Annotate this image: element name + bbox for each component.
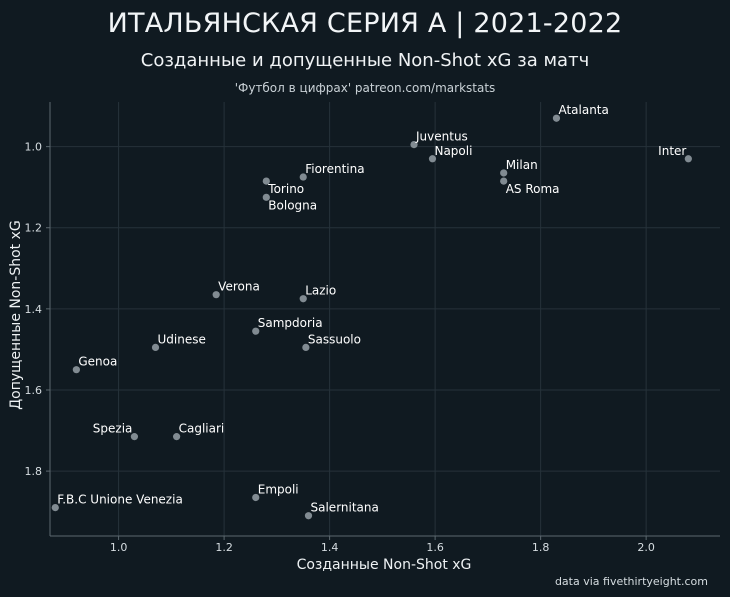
point-spezia [130, 433, 139, 441]
point-empoli [252, 493, 260, 502]
point-label-sassuolo: Sassuolo [308, 332, 361, 346]
chart-title: ИТАЛЬЯНСКАЯ СЕРИЯ А | 2021-2022 [107, 8, 623, 39]
point-cagliari [173, 433, 181, 441]
point-label-bologna: Bologna [268, 198, 317, 212]
point-atalanta [552, 114, 561, 122]
point-inter [684, 155, 692, 163]
x-tick-label: 1.8 [532, 541, 550, 554]
point-label-verona: Verona [218, 280, 260, 294]
point-label-f-b-c-unione-venezia: F.B.C Unione Venezia [57, 493, 183, 507]
x-tick-label: 1.2 [215, 541, 233, 554]
point-label-as-roma: AS Roma [506, 182, 560, 196]
point-label-torino: Torino [267, 182, 304, 196]
point-label-udinese: Udinese [158, 332, 206, 346]
point-bologna [262, 193, 270, 201]
y-axis-title: Допущенные Non-Shot xG [8, 220, 24, 410]
point-lazio [299, 295, 307, 303]
point-label-empoli: Empoli [258, 482, 299, 496]
y-tick-label: 1.6 [25, 384, 43, 397]
point-label-cagliari: Cagliari [179, 422, 225, 436]
point-label-atalanta: Atalanta [558, 103, 608, 117]
y-tick-label: 1.8 [25, 465, 43, 478]
point-juventus [410, 140, 418, 149]
point-label-salernitana: Salernitana [311, 501, 379, 515]
point-torino [262, 177, 270, 185]
point-milan [500, 169, 508, 177]
point-salernitana [304, 512, 313, 520]
point-sassuolo [302, 343, 310, 351]
y-tick-label: 1.4 [25, 303, 43, 316]
point-label-genoa: Genoa [78, 355, 117, 369]
y-tick-label: 1.2 [25, 222, 43, 235]
point-sampdoria [252, 327, 260, 335]
point-label-fiorentina: Fiorentina [305, 162, 364, 176]
point-label-juventus: Juventus [415, 130, 468, 144]
point-label-inter: Inter [658, 144, 686, 158]
x-tick-label: 1.6 [426, 541, 444, 554]
data-source-note: data via fivethirtyeight.com [554, 575, 708, 588]
grid-layer [50, 102, 720, 536]
point-label-lazio: Lazio [305, 284, 336, 298]
chart-subtitle: Созданные и допущенные Non-Shot xG за ма… [140, 50, 590, 71]
x-tick-label: 1.0 [110, 541, 128, 554]
point-as-roma [500, 177, 508, 185]
point-verona [212, 291, 220, 299]
point-label-spezia: Spezia [93, 422, 133, 436]
point-f-b-c-unione-venezia [51, 504, 59, 512]
chart-caption: 'Футбол в цифрах' patreon.com/markstats [234, 81, 496, 95]
point-label-napoli: Napoli [434, 144, 472, 158]
axis-layer: 1.0 1.2 1.4 1.6 1.8 2.0 1.0 1.2 1.4 1.6 1.8 [25, 102, 720, 554]
point-genoa [72, 366, 80, 374]
x-tick-label: 1.4 [321, 541, 339, 554]
point-label-sampdoria: Sampdoria [258, 316, 323, 330]
x-tick-label: 2.0 [637, 541, 655, 554]
x-axis-title: Созданные Non-Shot xG [297, 557, 472, 573]
point-fiorentina [299, 173, 307, 181]
point-udinese [151, 343, 160, 351]
point-napoli [428, 155, 437, 163]
y-tick-label: 1.0 [25, 141, 43, 154]
point-label-milan: Milan [506, 158, 538, 172]
